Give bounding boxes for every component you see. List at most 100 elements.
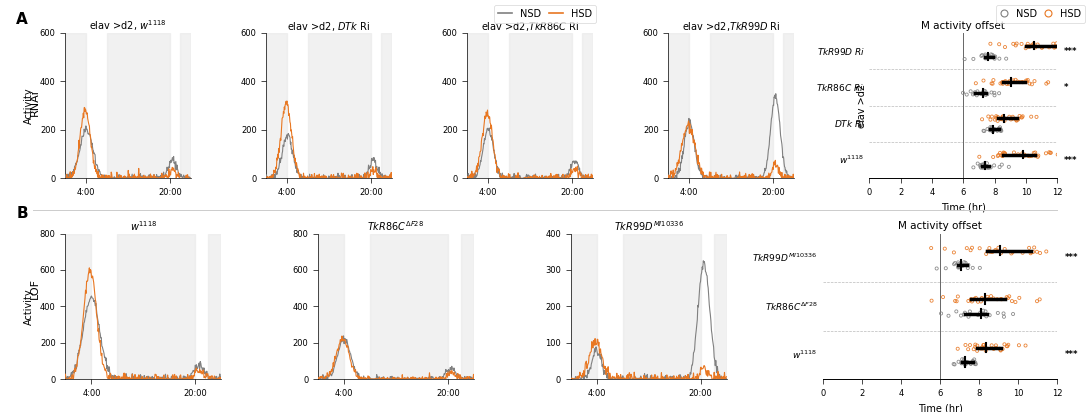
- Point: [962, 296, 980, 302]
- Point: [1009, 151, 1027, 158]
- Point: [983, 113, 1001, 120]
- Point: [1041, 44, 1058, 51]
- Point: [949, 261, 967, 267]
- Point: [1019, 40, 1037, 47]
- Title: M activity offset: M activity offset: [898, 222, 982, 232]
- Point: [1018, 78, 1036, 84]
- Point: [983, 80, 1001, 87]
- Point: [992, 152, 1009, 159]
- Text: *: *: [1064, 83, 1068, 92]
- Point: [1018, 43, 1036, 49]
- X-axis label: Time (hr): Time (hr): [941, 203, 985, 213]
- Point: [1012, 79, 1029, 85]
- Point: [993, 80, 1010, 86]
- Point: [946, 297, 964, 304]
- Point: [965, 56, 982, 62]
- Point: [974, 127, 992, 134]
- Point: [977, 55, 994, 62]
- Point: [953, 312, 970, 319]
- Point: [996, 44, 1014, 50]
- Point: [973, 295, 991, 302]
- Point: [1041, 149, 1058, 156]
- Point: [1041, 150, 1058, 156]
- Point: [982, 124, 1000, 131]
- Point: [995, 310, 1013, 317]
- Point: [1017, 342, 1034, 349]
- Point: [979, 294, 996, 300]
- Point: [986, 116, 1004, 123]
- Point: [988, 344, 1005, 351]
- Point: [964, 358, 981, 364]
- Point: [973, 295, 991, 302]
- Point: [956, 56, 973, 62]
- Point: [959, 346, 977, 353]
- Point: [989, 114, 1006, 120]
- Point: [949, 259, 967, 266]
- Point: [1022, 250, 1040, 257]
- Text: $DTk$ Ri: $DTk$ Ri: [834, 118, 864, 129]
- Point: [973, 91, 991, 97]
- Point: [1033, 44, 1051, 50]
- Point: [996, 78, 1014, 84]
- Point: [971, 245, 989, 252]
- Bar: [461, 234, 474, 379]
- Text: B: B: [16, 206, 28, 221]
- Point: [1008, 117, 1026, 124]
- Point: [1038, 248, 1055, 255]
- Point: [1008, 78, 1026, 85]
- Point: [973, 52, 991, 59]
- Point: [978, 160, 995, 166]
- Point: [962, 297, 980, 303]
- Point: [959, 297, 977, 304]
- Bar: [318, 234, 344, 379]
- Point: [954, 356, 971, 363]
- Point: [966, 360, 983, 367]
- Point: [1008, 40, 1026, 47]
- Point: [994, 152, 1012, 159]
- Text: $w^{1118}$: $w^{1118}$: [839, 154, 864, 166]
- Point: [1013, 114, 1030, 121]
- Point: [973, 345, 991, 352]
- Point: [1031, 250, 1049, 256]
- Point: [1049, 151, 1066, 158]
- Point: [1028, 114, 1045, 120]
- Point: [1017, 77, 1034, 84]
- Point: [954, 89, 971, 96]
- Point: [996, 150, 1014, 157]
- Title: elav >d2, $w^{1118}$: elav >d2, $w^{1118}$: [89, 18, 167, 33]
- Title: $TkR86C^{\Delta F28}$: $TkR86C^{\Delta F28}$: [367, 219, 425, 233]
- Point: [985, 346, 1003, 352]
- Point: [1007, 42, 1025, 49]
- Point: [989, 296, 1006, 302]
- Point: [976, 90, 993, 97]
- Bar: [107, 33, 170, 178]
- Point: [1007, 299, 1025, 305]
- Point: [1001, 78, 1018, 85]
- Bar: [571, 234, 596, 379]
- Point: [973, 311, 991, 317]
- Bar: [370, 234, 448, 379]
- Text: $TkR86C^{\Delta F28}$: $TkR86C^{\Delta F28}$: [764, 300, 818, 313]
- Point: [968, 348, 985, 354]
- Bar: [784, 33, 794, 178]
- Point: [985, 89, 1003, 96]
- Point: [973, 344, 991, 351]
- Point: [990, 244, 1007, 251]
- Point: [1019, 152, 1037, 159]
- Point: [1047, 40, 1065, 47]
- Point: [954, 262, 971, 269]
- Point: [977, 92, 994, 98]
- Point: [988, 113, 1005, 119]
- Point: [967, 295, 984, 301]
- Point: [957, 260, 974, 266]
- Point: [1001, 78, 1018, 84]
- Point: [958, 358, 976, 365]
- Point: [967, 359, 984, 366]
- Point: [948, 298, 966, 304]
- Point: [1029, 41, 1046, 48]
- Point: [978, 164, 995, 171]
- Point: [981, 245, 998, 251]
- Point: [1038, 80, 1055, 87]
- Point: [950, 264, 968, 270]
- Point: [1004, 311, 1021, 317]
